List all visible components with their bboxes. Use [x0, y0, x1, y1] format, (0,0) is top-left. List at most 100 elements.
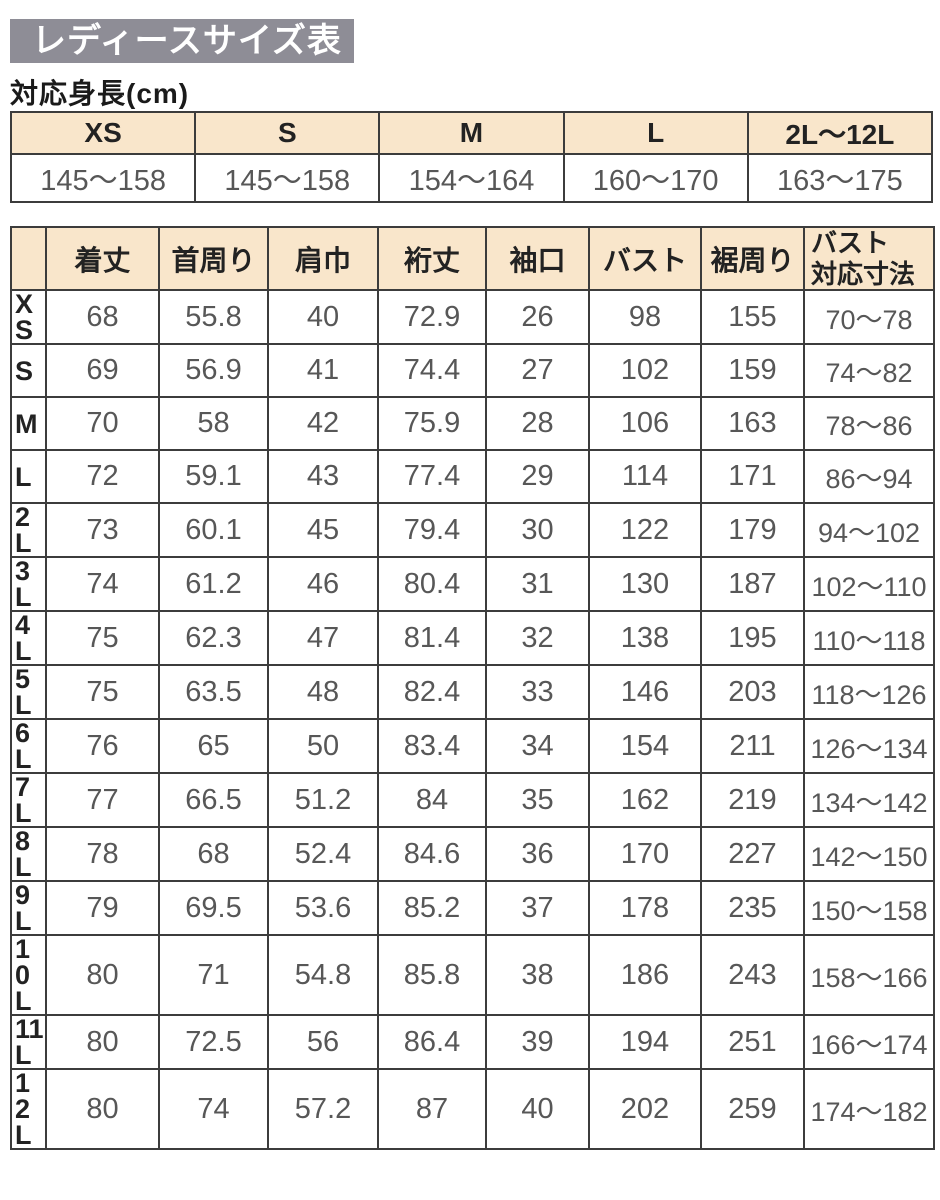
- size-value-cell: 84: [377, 772, 487, 829]
- height-table-header-cell: L: [562, 111, 749, 155]
- height-table-value-cell: 154〜164: [378, 153, 565, 203]
- size-value-cell: 203: [700, 664, 805, 721]
- size-value-cell: 32: [485, 610, 590, 667]
- size-value-cell: 235: [700, 880, 805, 937]
- table-row: 7L 77 66.5 51.2 84 35 162 219 134〜142: [10, 772, 935, 829]
- size-value-cell: 243: [700, 934, 805, 1017]
- size-value-cell: 85.8: [377, 934, 487, 1017]
- height-table-header-cell: 2L〜12L: [746, 111, 934, 155]
- size-value-cell: 174〜182: [803, 1068, 935, 1151]
- row-label-cell: 8L: [10, 826, 47, 883]
- size-value-cell: 68: [158, 826, 269, 883]
- size-value-cell: 77.4: [377, 449, 487, 505]
- size-value-cell: 75.9: [377, 396, 487, 452]
- size-value-cell: 27: [485, 343, 590, 399]
- size-value-cell: 30: [485, 502, 590, 559]
- size-value-cell: 33: [485, 664, 590, 721]
- size-value-cell: 146: [588, 664, 702, 721]
- row-label-cell: 9L: [10, 880, 47, 937]
- table-row: 8L 78 68 52.4 84.6 36 170 227 142〜150: [10, 826, 935, 883]
- size-value-cell: 179: [700, 502, 805, 559]
- size-value-cell: 57.2: [267, 1068, 379, 1151]
- size-value-cell: 171: [700, 449, 805, 505]
- size-value-cell: 54.8: [267, 934, 379, 1017]
- size-value-cell: 158〜166: [803, 934, 935, 1017]
- height-table-header-row: XS S M L 2L〜12L: [9, 111, 934, 155]
- table-row: L 72 59.1 43 77.4 29 114 171 86〜94: [10, 449, 935, 505]
- size-value-cell: 59.1: [158, 449, 269, 505]
- table-row: 12L 80 74 57.2 87 40 202 259 174〜182: [10, 1068, 935, 1151]
- size-table-header-cell: 裾周り: [700, 225, 805, 292]
- size-value-cell: 43: [267, 449, 379, 505]
- row-label-cell: XS: [10, 289, 47, 346]
- height-table-header-cell: M: [378, 111, 565, 155]
- size-value-cell: 63.5: [158, 664, 269, 721]
- height-table-value-cell: 145〜158: [194, 153, 381, 203]
- size-value-cell: 122: [588, 502, 702, 559]
- height-table-caption: 対応身長(cm): [10, 78, 190, 109]
- size-table-header-cell: 首周り: [158, 225, 269, 292]
- size-value-cell: 170: [588, 826, 702, 883]
- size-value-cell: 219: [700, 772, 805, 829]
- page-title: レディースサイズ表: [10, 19, 354, 63]
- row-label-cell: 11L: [10, 1014, 47, 1071]
- size-value-cell: 45: [267, 502, 379, 559]
- size-value-cell: 68: [45, 289, 160, 346]
- size-value-cell: 138: [588, 610, 702, 667]
- size-value-cell: 48: [267, 664, 379, 721]
- size-value-cell: 37: [485, 880, 590, 937]
- row-label-cell: 4L: [10, 610, 47, 667]
- size-table-header-cell: 着丈: [45, 225, 160, 292]
- size-value-cell: 94〜102: [803, 502, 935, 559]
- size-value-cell: 150〜158: [803, 880, 935, 937]
- size-value-cell: 40: [485, 1068, 590, 1151]
- size-value-cell: 202: [588, 1068, 702, 1151]
- table-row: S 69 56.9 41 74.4 27 102 159 74〜82: [10, 343, 935, 399]
- size-value-cell: 52.4: [267, 826, 379, 883]
- size-value-cell: 74.4: [377, 343, 487, 399]
- table-row: 10L 80 71 54.8 85.8 38 186 243 158〜166: [10, 934, 935, 1017]
- size-value-cell: 70〜78: [803, 289, 935, 346]
- size-value-cell: 162: [588, 772, 702, 829]
- size-value-cell: 98: [588, 289, 702, 346]
- size-value-cell: 74: [45, 556, 160, 613]
- size-value-cell: 102: [588, 343, 702, 399]
- size-value-cell: 79: [45, 880, 160, 937]
- size-table: 着丈 首周り 肩巾 裄丈 袖口 バスト 裾周り バスト 対応寸法 XS 68 55.8 40 72.9…: [10, 225, 935, 1151]
- size-value-cell: 65: [158, 718, 269, 775]
- size-value-cell: 56: [267, 1014, 379, 1071]
- size-table-header-cell: 裄丈: [377, 225, 487, 292]
- size-value-cell: 36: [485, 826, 590, 883]
- table-row: 9L 79 69.5 53.6 85.2 37 178 235 150〜158: [10, 880, 935, 937]
- table-row: 5L 75 63.5 48 82.4 33 146 203 118〜126: [10, 664, 935, 721]
- size-value-cell: 81.4: [377, 610, 487, 667]
- size-value-cell: 227: [700, 826, 805, 883]
- size-value-cell: 75: [45, 664, 160, 721]
- row-label-cell: 12L: [10, 1068, 47, 1151]
- size-value-cell: 126〜134: [803, 718, 935, 775]
- size-value-cell: 46: [267, 556, 379, 613]
- height-table-header-cell: S: [194, 111, 381, 155]
- row-label-cell: 3L: [10, 556, 47, 613]
- size-value-cell: 74〜82: [803, 343, 935, 399]
- size-value-cell: 118〜126: [803, 664, 935, 721]
- size-value-cell: 86〜94: [803, 449, 935, 505]
- size-value-cell: 38: [485, 934, 590, 1017]
- table-row: XS 68 55.8 40 72.9 26 98 155 70〜78: [10, 289, 935, 346]
- size-table-body: XS 68 55.8 40 72.9 26 98 155 70〜78 S 69 56.9 41 74.4 2…: [10, 289, 935, 1151]
- table-row: M 70 58 42 75.9 28 106 163 78〜86: [10, 396, 935, 452]
- size-value-cell: 40: [267, 289, 379, 346]
- size-value-cell: 34: [485, 718, 590, 775]
- height-table-value-cell: 145〜158: [9, 153, 197, 203]
- size-value-cell: 80.4: [377, 556, 487, 613]
- height-table: XS S M L 2L〜12L 145〜158 145〜158 154〜164 160〜170…: [9, 111, 934, 203]
- size-value-cell: 29: [485, 449, 590, 505]
- size-value-cell: 80: [45, 1068, 160, 1151]
- size-value-cell: 163: [700, 396, 805, 452]
- size-value-cell: 80: [45, 934, 160, 1017]
- size-value-cell: 70: [45, 396, 160, 452]
- size-value-cell: 39: [485, 1014, 590, 1071]
- size-table-corner-cell: [10, 225, 47, 292]
- size-value-cell: 78: [45, 826, 160, 883]
